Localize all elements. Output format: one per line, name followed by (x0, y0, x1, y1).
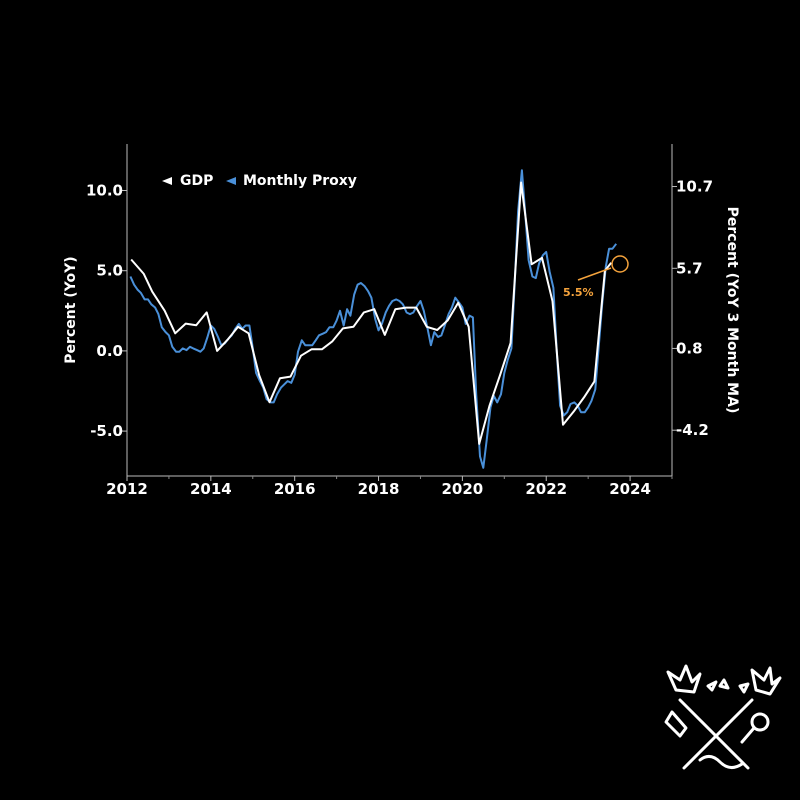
x-tick-label: 2014 (190, 480, 232, 498)
legend-gdp-marker (162, 177, 172, 185)
x-tick-label: 2022 (525, 480, 567, 498)
y-left-tick-label: -5.0 (90, 422, 123, 440)
legend-gdp-label: GDP (180, 173, 213, 189)
y-right-axis-title: Percent (YoY 3 Month MA) (724, 207, 740, 414)
axes: 2012 2014 2016 2018 2020 2022 2024 -5.0 0.0 5.0 10… (63, 144, 740, 498)
x-tick-label: 2024 (609, 480, 651, 498)
y-right-tick-label: 5.7 (676, 259, 703, 277)
annotation-arrow (577, 267, 612, 281)
legend: GDP Monthly Proxy (162, 173, 357, 189)
x-tick-label: 2016 (274, 480, 316, 498)
y-left-tick-label: 5.0 (96, 262, 123, 280)
annotation-circle (611, 255, 629, 273)
y-left-axis-title: Percent (YoY) (63, 256, 79, 363)
y-right-tick-label: -4.2 (676, 421, 709, 439)
y-right-tick-label: 0.8 (676, 339, 703, 357)
x-tick-label: 2020 (442, 480, 484, 498)
series-line-monthly-proxy (129, 169, 617, 469)
x-tick-label: 2012 (106, 480, 148, 498)
annotation-label: 5.5% (563, 286, 594, 299)
x-tick-label: 2018 (358, 480, 400, 498)
series-line-gdp (130, 181, 612, 445)
annotation: 5.5% (563, 255, 629, 299)
y-right-tick-label: 10.7 (676, 178, 713, 196)
y-left-tick-label: 0.0 (96, 342, 123, 360)
legend-proxy-label: Monthly Proxy (243, 173, 357, 189)
series-lines (129, 169, 617, 469)
logo (664, 664, 782, 770)
legend-proxy-marker (226, 177, 236, 185)
y-left-tick-label: 10.0 (86, 182, 123, 200)
